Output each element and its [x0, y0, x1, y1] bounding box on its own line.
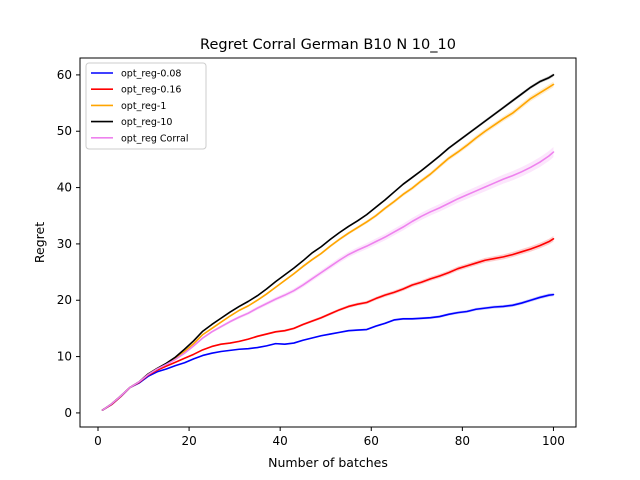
- series-line-opt-reg-corral: [101, 151, 555, 411]
- x-tick-label: 100: [542, 434, 565, 448]
- x-tick-label: 20: [181, 434, 196, 448]
- legend-label: opt_reg-1: [121, 101, 166, 112]
- x-tick-label: 40: [273, 434, 288, 448]
- x-tick-label: 80: [455, 434, 470, 448]
- y-tick-label: 50: [57, 124, 72, 138]
- series-line-opt-reg-10: [101, 74, 555, 411]
- legend: opt_reg-0.08 opt_reg-0.16 opt_reg-1 opt_reg…: [85, 62, 207, 150]
- series-line-opt-reg-1: [101, 83, 555, 411]
- band-opt-reg-0-08: [102, 292, 554, 411]
- chart-title: Regret Corral German B10 N 10_10: [200, 37, 456, 53]
- y-axis-label: Regret: [32, 222, 47, 263]
- legend-label: opt_reg Corral: [121, 133, 188, 144]
- series-line-opt-reg-0-16: [101, 238, 555, 411]
- band-opt-reg-0-16: [102, 236, 554, 411]
- legend-label: opt_reg-10: [121, 117, 172, 128]
- band-opt-reg-1: [102, 81, 554, 411]
- y-tick-label: 30: [57, 237, 72, 251]
- y-tick-label: 40: [57, 181, 72, 195]
- plot-area: [101, 73, 555, 411]
- legend-label: opt_reg-0.08: [121, 69, 181, 80]
- y-tick-label: 10: [57, 350, 72, 364]
- legend-label: opt_reg-0.16: [121, 85, 181, 96]
- series-lines: [101, 74, 555, 411]
- x-tick-label: 0: [94, 434, 102, 448]
- axes-frame: [79, 57, 577, 428]
- y-tick-label: 60: [57, 68, 72, 82]
- x-tick-label: 60: [364, 434, 379, 448]
- y-axis: 0 10 20 30 40 50 60: [57, 68, 80, 420]
- band-opt-reg-corral: [102, 147, 554, 411]
- x-axis-label: Number of batches: [268, 455, 388, 470]
- series-line-opt-reg-0-08: [101, 293, 555, 411]
- y-tick-label: 20: [57, 293, 72, 307]
- x-axis: 0 20 40 60 80 100: [94, 427, 565, 448]
- y-tick-label: 0: [64, 406, 72, 420]
- legend-box: [85, 62, 207, 150]
